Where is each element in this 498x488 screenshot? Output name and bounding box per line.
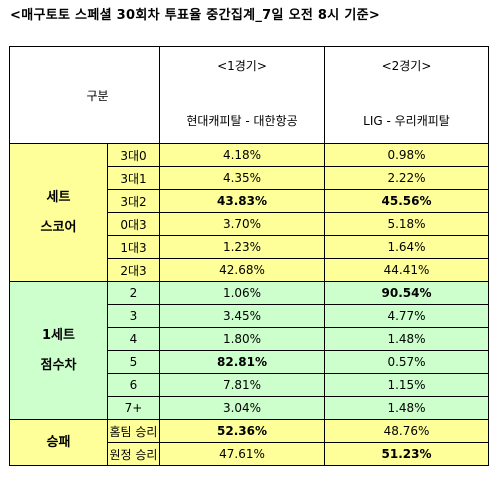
- table-row: 원정 승리 47.61% 51.23%: [9, 442, 489, 466]
- row-label: 0대3: [107, 212, 160, 236]
- game2-value: 0.57%: [324, 350, 489, 374]
- game1-value: 43.83%: [159, 189, 325, 213]
- row-label: 2대3: [107, 258, 160, 282]
- win-lose-category: 승패: [9, 419, 108, 466]
- game1-value: 82.81%: [159, 350, 325, 374]
- game1-value: 3.70%: [159, 212, 325, 236]
- row-label: 7+: [107, 396, 160, 420]
- game2-number: <2경기>: [381, 59, 432, 73]
- table-row: 1대3 1.23% 1.64%: [9, 235, 489, 259]
- game2-value: 51.23%: [324, 442, 489, 466]
- game1-value: 4.35%: [159, 166, 325, 190]
- game2-value: 0.98%: [324, 143, 489, 167]
- game1-teams: 현대캐피탈 - 대한항공: [186, 114, 298, 128]
- set-score-label-line2: 스코어: [40, 219, 77, 235]
- table-row: 1세트 점수차 2 1.06% 90.54%: [9, 281, 489, 420]
- page-title: <매구토토 스페셜 30회차 투표율 중간집계_7일 오전 8시 기준>: [10, 8, 381, 23]
- game1-value: 7.81%: [159, 373, 325, 397]
- game1-value: 42.68%: [159, 258, 325, 282]
- table-row: 3대1 4.35% 2.22%: [9, 166, 489, 190]
- game2-value: 4.77%: [324, 304, 489, 328]
- gubun-label: 구분: [86, 88, 109, 103]
- game1-header: <1경기> 현대캐피탈 - 대한항공: [159, 46, 325, 144]
- game1-value: 3.45%: [159, 304, 325, 328]
- point-diff-category: 1세트 점수차: [9, 281, 108, 420]
- game2-value: 48.76%: [324, 419, 489, 443]
- table-row: 7+ 3.04% 1.48%: [9, 396, 489, 420]
- row-label: 5: [107, 350, 160, 374]
- game2-value: 5.18%: [324, 212, 489, 236]
- set-score-category: 세트 스코어: [9, 143, 108, 282]
- table-row: 2대3 42.68% 44.41%: [9, 258, 489, 282]
- row-label: 3대2: [107, 189, 160, 213]
- table-row: 세트 스코어 3대0 4.18% 0.98%: [9, 143, 489, 282]
- row-label: 3대1: [107, 166, 160, 190]
- table-row: 6 7.81% 1.15%: [9, 373, 489, 397]
- gubun-header: 구분: [9, 46, 160, 144]
- row-label: 6: [107, 373, 160, 397]
- game2-value: 1.15%: [324, 373, 489, 397]
- game2-teams: LIG - 우리캐피탈: [363, 114, 450, 128]
- game1-value: 52.36%: [159, 419, 325, 443]
- header-row: 구분 <1경기> 현대캐피탈 - 대한항공 <2경기> LIG - 우리캐피탈: [9, 46, 489, 144]
- row-label: 4: [107, 327, 160, 351]
- game1-value: 1.23%: [159, 235, 325, 259]
- game2-value: 1.48%: [324, 396, 489, 420]
- game2-header: <2경기> LIG - 우리캐피탈: [324, 46, 489, 144]
- game1-value: 1.80%: [159, 327, 325, 351]
- point-diff-label-line2: 점수차: [40, 357, 77, 373]
- game2-value: 2.22%: [324, 166, 489, 190]
- table-row: 0대3 3.70% 5.18%: [9, 212, 489, 236]
- table-row: 3대2 43.83% 45.56%: [9, 189, 489, 213]
- row-label: 1대3: [107, 235, 160, 259]
- game1-value: 1.06%: [159, 281, 325, 305]
- set-score-label-line1: 세트: [46, 189, 71, 205]
- game2-value: 1.64%: [324, 235, 489, 259]
- row-label: 3대0: [107, 143, 160, 167]
- row-label: 3: [107, 304, 160, 328]
- game1-value: 3.04%: [159, 396, 325, 420]
- row-label: 원정 승리: [107, 442, 160, 466]
- vote-rate-table: 구분 <1경기> 현대캐피탈 - 대한항공 <2경기> LIG - 우리캐피탈 …: [9, 46, 489, 466]
- game1-number: <1경기>: [217, 59, 267, 73]
- table-row: 승패 홈팀 승리 52.36% 48.76%: [9, 419, 489, 466]
- game2-value: 45.56%: [324, 189, 489, 213]
- game2-value: 44.41%: [324, 258, 489, 282]
- point-diff-label-line1: 1세트: [42, 327, 75, 343]
- row-label: 홈팀 승리: [107, 419, 160, 443]
- row-label: 2: [107, 281, 160, 305]
- game2-value: 90.54%: [324, 281, 489, 305]
- game1-value: 47.61%: [159, 442, 325, 466]
- game1-value: 4.18%: [159, 143, 325, 167]
- game2-value: 1.48%: [324, 327, 489, 351]
- table-row: 3 3.45% 4.77%: [9, 304, 489, 328]
